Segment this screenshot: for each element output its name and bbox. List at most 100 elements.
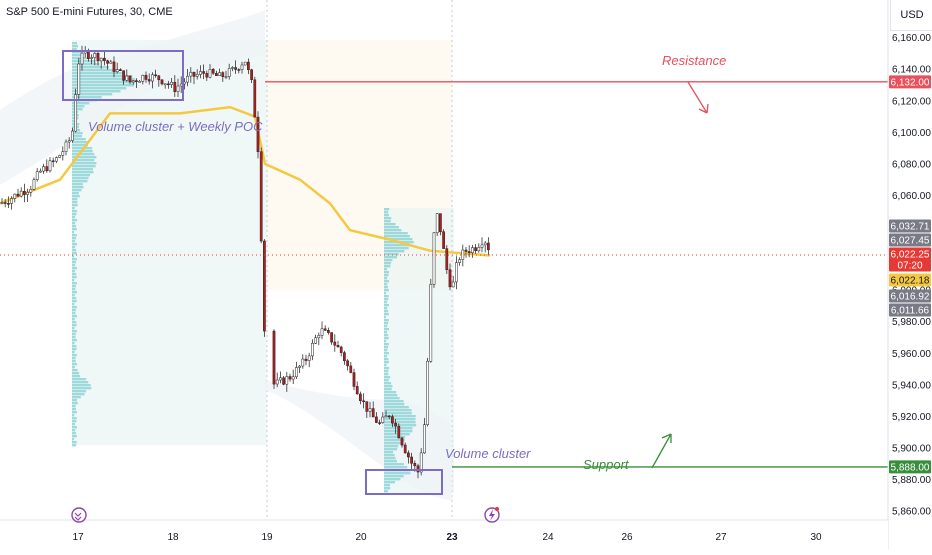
volume-profile-bar [384,229,402,232]
volume-profile-bar [72,408,76,411]
volume-profile-bar [72,93,113,96]
price-tag: 6,027.45 [889,233,931,247]
candle-body [243,61,247,66]
candle-body [426,360,429,425]
price-tick-label: 5,900.00 [892,443,931,454]
candle-body [275,379,279,385]
candle-body [336,345,340,348]
event-icon-lightning[interactable] [484,507,500,523]
volume-profile-bar [72,54,84,57]
event-icon-dividend[interactable] [71,507,87,523]
volume-profile-bar [384,382,392,385]
candle-body [429,284,433,362]
volume-profile-bar [384,355,387,358]
candle-body [144,75,148,80]
volume-profile-bar [72,429,76,432]
volume-profile-bar [72,279,75,282]
volume-profile-bar [72,276,77,279]
candle-body [442,231,445,249]
candle-body [487,242,490,251]
volume-profile-bar [72,312,76,315]
candle-body [55,157,58,162]
volume-profile-bar [72,105,85,108]
volume-profile-bar [384,331,387,334]
volume-profile-bar [72,315,77,318]
candle-body [256,116,260,152]
candle-body [227,68,231,77]
volume-profile-bar [72,345,77,348]
candle-body [403,444,407,454]
volume-profile-bar [72,156,97,159]
time-axis[interactable] [0,520,888,550]
candle-body [477,247,481,252]
volume-profile-bar [72,387,92,390]
candle-body [467,251,471,253]
volume-profile-bar [72,405,76,408]
candle-body [106,60,109,64]
candle-body [371,408,375,418]
price-tick-label: 6,080.00 [892,159,931,170]
volume-profile-bar [72,87,127,90]
volume-profile-bar [384,370,389,373]
volume-profile-bar [384,319,389,322]
volume-profile-bar [72,327,75,330]
volume-profile-bar [72,141,88,144]
volume-profile-bar [384,295,389,298]
volume-profile-bar [72,48,77,51]
candle-body [16,193,20,197]
volume-profile-bar [72,51,82,54]
candle-body [67,140,71,143]
volume-profile-bar [384,310,389,313]
candle-body [208,69,212,78]
time-tick-label: 18 [167,532,179,543]
currency-button[interactable]: USD [890,0,932,31]
volume-profile-bar [72,78,136,81]
volume-profile-bar [72,171,94,174]
volume-profile-bar [384,349,388,352]
volume-profile-bar [72,435,77,438]
volume-profile-bar [384,388,392,391]
candle-body [352,372,356,387]
volume-profile-bar [384,334,389,337]
candle-body [87,50,90,59]
svg-text:6,022.18: 6,022.18 [891,276,930,287]
volume-profile-bar [72,348,77,351]
price-tick-label: 6,140.00 [892,65,931,76]
volume-profile-bar [72,294,75,297]
volume-profile-bar [384,208,390,211]
volume-profile-bar [72,159,95,162]
candle-body [35,171,39,180]
candle-body [480,244,484,248]
candle-body [387,415,391,418]
volume-profile-bar [72,81,136,84]
volume-profile-bar [384,460,397,463]
volume-profile-bar [72,318,75,321]
volume-profile-bar [384,217,392,220]
volume-profile-bar [72,96,102,99]
candle-body [343,352,346,362]
candle-body [32,179,36,190]
volume-profile-bar [72,393,85,396]
volume-profile-bar [72,57,88,60]
volume-profile-bar [72,369,78,372]
candle-body [29,189,33,193]
candle-body [3,202,7,204]
volume-profile-bar [72,330,77,333]
volume-profile-bar [384,271,389,274]
volume-profile-bar [384,283,388,286]
price-labels: 6,132.005,888.006,032.716,027.456,022.25… [889,75,931,474]
candle-body [147,79,151,82]
price-tag: 6,132.00 [889,75,931,89]
volume-profile-bar [72,234,77,237]
volume-profile-bar [72,222,76,225]
candle-body [391,416,394,424]
volume-profile-bar [72,132,83,135]
candle-body [458,259,461,263]
candle-body [77,63,81,95]
candle-body [109,61,113,64]
volume-profile-bar [384,487,391,490]
candle-body [141,75,145,82]
candle-body [327,330,330,333]
